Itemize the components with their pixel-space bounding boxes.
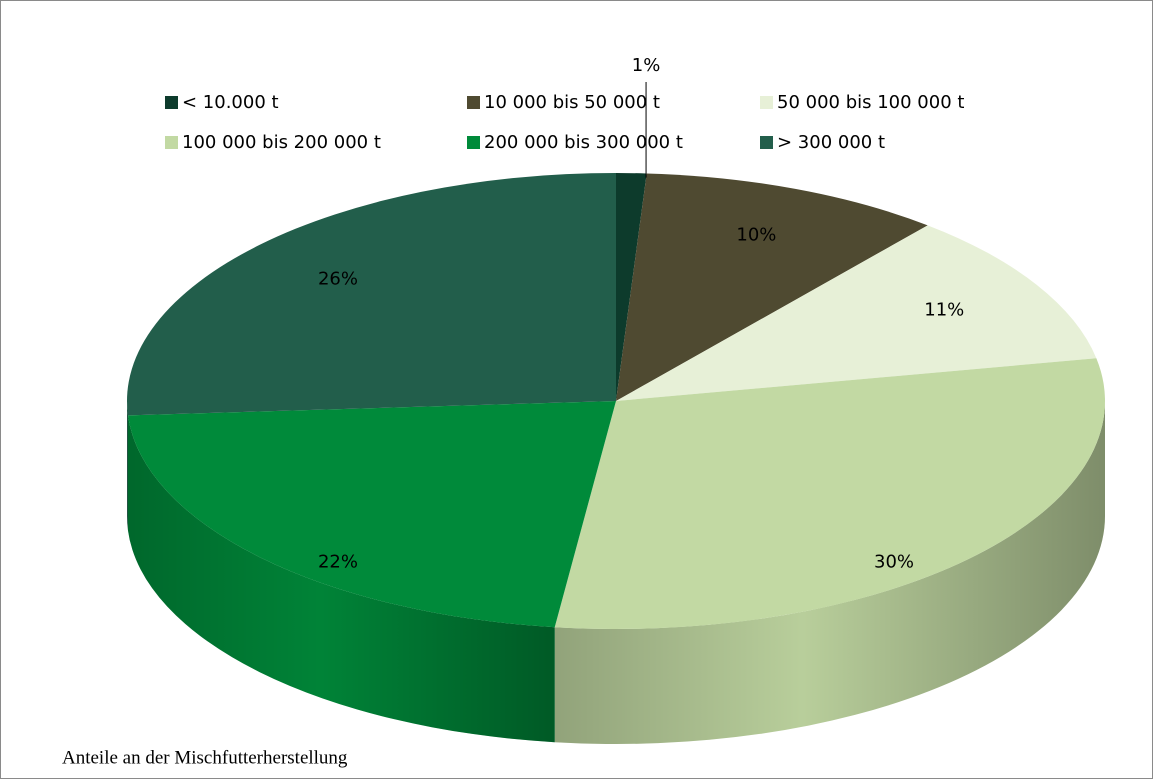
slice (616, 225, 1097, 401)
data-label: 10% (736, 225, 776, 246)
legend-label: > 300 000 t (777, 132, 885, 153)
slice (126, 173, 616, 416)
side-shade (127, 415, 555, 743)
legend-swatch (760, 96, 773, 109)
side-shade (127, 401, 128, 531)
slice (127, 401, 616, 628)
legend-label: 100 000 bis 200 000 t (182, 132, 381, 153)
slice (616, 173, 647, 401)
slice (616, 173, 928, 401)
legend-swatch (467, 96, 480, 109)
data-label: 11% (924, 299, 964, 320)
chart-title: Anteile an der Mischfutterherstellung (62, 747, 348, 768)
slice (554, 358, 1105, 629)
data-label: 30% (874, 552, 914, 573)
legend-swatch (165, 136, 178, 149)
legend-label: 50 000 bis 100 000 t (777, 92, 964, 113)
legend-label: 10 000 bis 50 000 t (484, 92, 660, 113)
data-label: 1% (632, 55, 661, 76)
data-label: 22% (318, 552, 358, 573)
legend-label: < 10.000 t (182, 92, 279, 113)
legend-swatch (165, 96, 178, 109)
data-label: 26% (318, 268, 358, 289)
legend-swatch (467, 136, 480, 149)
legend-swatch (760, 136, 773, 149)
side-shade (554, 401, 1105, 744)
legend-label: 200 000 bis 300 000 t (484, 132, 683, 153)
